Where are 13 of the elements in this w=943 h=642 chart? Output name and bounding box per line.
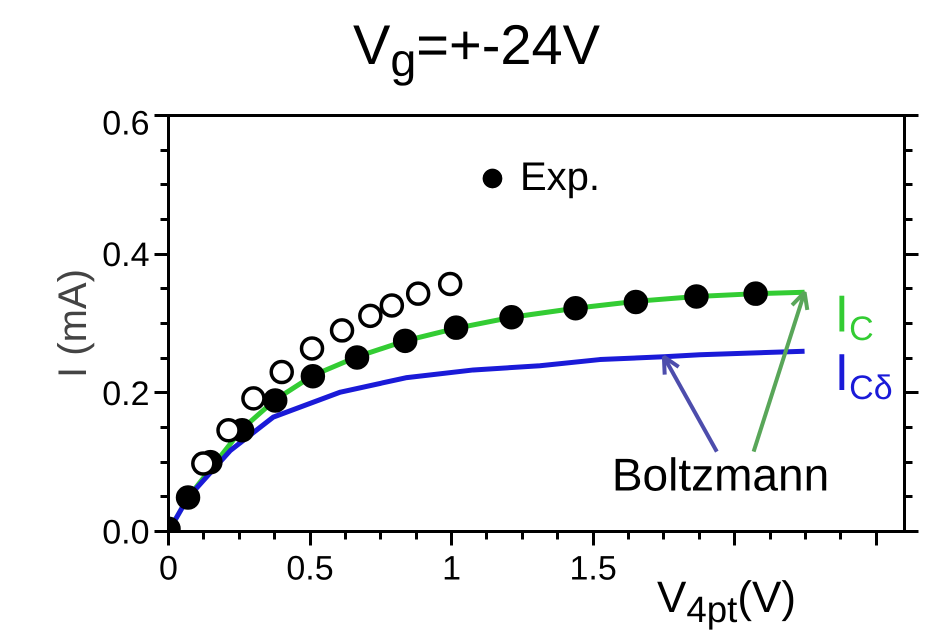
x-tick-label: 1: [442, 550, 462, 588]
x-tick-label: 0: [159, 550, 178, 588]
legend-label: Exp.: [520, 155, 600, 200]
chart-title: V$_{g}$=+-24V: [352, 12, 600, 88]
x-tick-label: 0.5: [286, 550, 334, 588]
y-tick-label: 0.2: [102, 374, 150, 413]
y-tick-label: 0.0: [102, 514, 150, 552]
annotation: Boltzmann: [612, 448, 830, 501]
x-tick-label: 1.5: [569, 550, 617, 588]
y-axis-title: I (mA): [51, 269, 96, 378]
x-axis-title: V$_{4pt}$(V): [657, 573, 796, 630]
y-tick-label: 0.6: [102, 104, 150, 142]
y-tick-label: 0.4: [102, 236, 150, 274]
